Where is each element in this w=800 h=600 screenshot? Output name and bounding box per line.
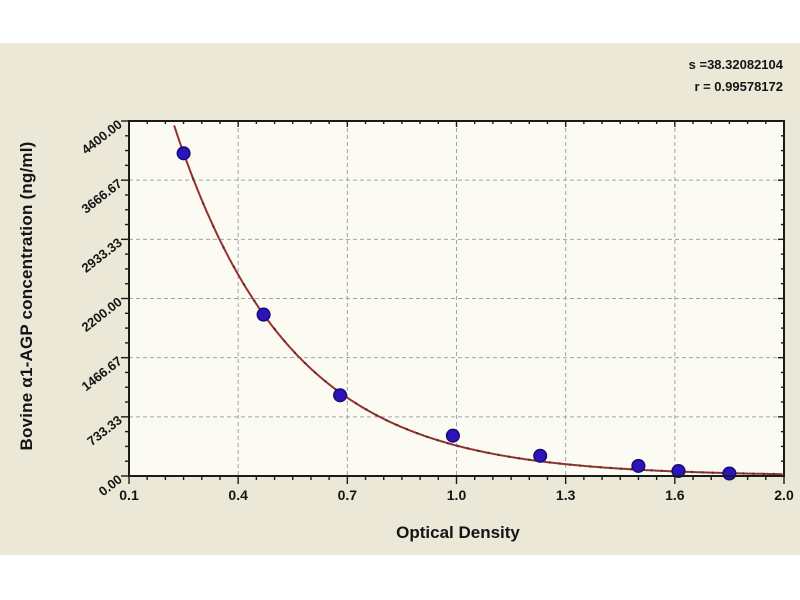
data-points (176, 146, 737, 481)
y-tick-label: 733.33 (84, 412, 125, 448)
y-tick-label: 3666.67 (79, 176, 125, 217)
y-tick-label: 4400.00 (79, 117, 125, 158)
plot-border (128, 120, 785, 477)
y-tick-label: 2933.33 (79, 235, 125, 276)
x-tick-label: 0.4 (228, 487, 248, 503)
data-point (533, 448, 548, 463)
data-point (722, 466, 737, 481)
x-tick-label: 1.0 (447, 487, 467, 503)
gridlines (129, 121, 784, 476)
data-point (256, 307, 271, 322)
x-tick-label: 0.7 (338, 487, 358, 503)
data-point (631, 458, 646, 473)
x-tick-labels: 0.1 0.4 0.7 1.0 1.3 1.6 2.0 (119, 487, 794, 503)
x-axis-title: Optical Density (396, 523, 520, 542)
x-tick-label: 0.1 (119, 487, 139, 503)
stat-standard-error: s =38.32082104 (688, 57, 783, 72)
x-tick-label: 1.6 (665, 487, 685, 503)
y-tick-labels: 0.00733.331466.672200.002933.333666.6744… (79, 117, 125, 499)
data-point (176, 146, 191, 161)
x-tick-label: 1.3 (556, 487, 576, 503)
y-tick-label: 1466.67 (79, 353, 125, 394)
data-point (333, 388, 348, 403)
y-tick-label: 2200.00 (79, 294, 125, 335)
data-point (445, 428, 460, 443)
x-tick-label: 2.0 (774, 487, 794, 503)
y-axis-title: Bovine α1-AGP concentration (ng/ml) (17, 141, 36, 451)
stat-correlation: r = 0.99578172 (694, 79, 783, 94)
data-point (671, 463, 686, 479)
